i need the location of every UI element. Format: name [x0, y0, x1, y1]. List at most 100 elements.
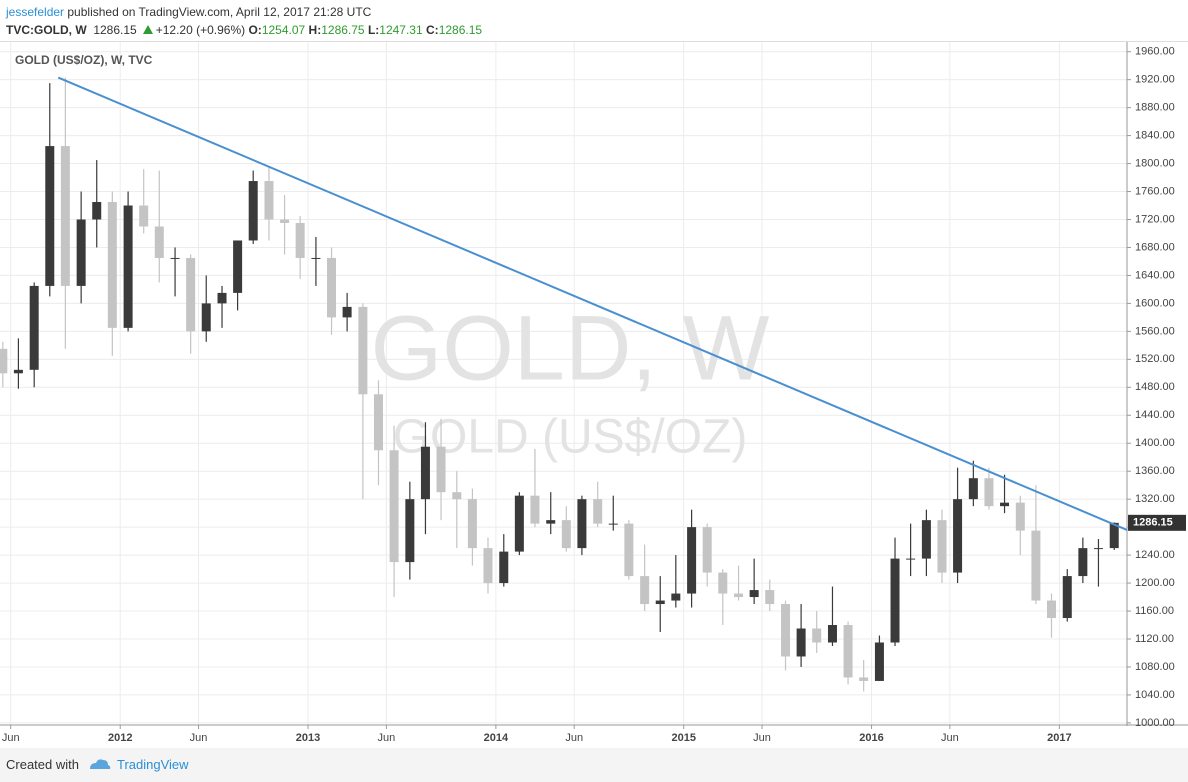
candle-body: [248, 181, 258, 241]
candle-body: [436, 446, 446, 493]
l-value: 1247.31: [379, 23, 423, 37]
candle-body: [452, 492, 462, 500]
candle-body: [60, 146, 70, 286]
y-tick-label: 1560.00: [1135, 325, 1175, 337]
quote-line: TVC:GOLD, W 1286.15 +12.20 (+0.96%) O:125…: [6, 21, 1182, 39]
candle-body: [655, 600, 665, 605]
y-tick-label: 1840.00: [1135, 129, 1175, 141]
x-tick-label: 2014: [484, 732, 509, 744]
candle-body: [937, 520, 947, 573]
y-tick-label: 1760.00: [1135, 185, 1175, 197]
candle-body: [170, 257, 180, 259]
candle-body: [342, 306, 352, 318]
y-tick-label: 1160.00: [1135, 605, 1174, 617]
candle-body: [1046, 600, 1056, 619]
up-arrow: [142, 25, 153, 34]
brand-logo: [90, 759, 111, 769]
candle-body: [1093, 548, 1103, 550]
candle-body: [859, 677, 869, 681]
candle-body: [499, 551, 509, 584]
publish-line: jessefelder published on TradingView.com…: [6, 3, 1182, 21]
x-tick-label: Jun: [2, 732, 20, 744]
candle-body: [921, 520, 931, 559]
c-label: C:: [426, 23, 439, 37]
candle-body: [1078, 548, 1088, 577]
candle-body: [514, 495, 524, 552]
user-link[interactable]: jessefelder: [6, 5, 65, 19]
candle-body: [984, 478, 994, 507]
x-tick-label: Jun: [377, 732, 395, 744]
candle-body: [765, 590, 775, 605]
c-value: 1286.15: [438, 23, 483, 37]
symbol: TVC:GOLD, W: [6, 23, 87, 37]
x-tick-label: Jun: [753, 732, 771, 744]
candle-body: [389, 450, 399, 563]
candle-body: [530, 495, 540, 524]
candle-body: [1000, 502, 1010, 507]
candle-body: [420, 446, 430, 500]
y-tick-label: 1120.00: [1135, 633, 1174, 645]
candle-body: [1109, 522, 1119, 549]
published: published on TradingView.com, April 12, …: [67, 5, 372, 19]
candle-body: [577, 499, 587, 549]
candle-body: [280, 219, 290, 223]
x-tick-label: Jun: [941, 732, 959, 744]
y-tick-label: 1400.00: [1135, 437, 1175, 449]
candle-body: [749, 590, 759, 598]
candle-body: [561, 520, 571, 549]
y-tick-label: 1680.00: [1135, 241, 1175, 253]
candle-body: [92, 202, 102, 220]
x-tick-label: 2015: [671, 732, 695, 744]
candle-body: [154, 226, 164, 258]
candle-body: [107, 202, 117, 328]
candle-body: [1031, 530, 1041, 601]
header: jessefelder published on TradingView.com…: [0, 0, 1188, 42]
watermark-subtitle: GOLD (US$/OZ): [393, 411, 748, 464]
y-tick-label: 1440.00: [1135, 409, 1175, 421]
y-tick-label: 1640.00: [1135, 269, 1175, 281]
last-price-label: 1286.15: [1133, 517, 1173, 529]
y-tick-label: 1480.00: [1135, 381, 1175, 393]
y-tick-label: 1920.00: [1135, 74, 1175, 86]
candle-body: [796, 628, 806, 657]
candle-body: [843, 625, 853, 678]
candle-body: [640, 576, 650, 605]
candle-body: [687, 527, 697, 594]
candle-body: [827, 625, 837, 643]
candle-body: [295, 222, 305, 258]
candle-body: [217, 292, 227, 304]
candle-body: [968, 478, 978, 500]
change: +12.20 (+0.96%): [155, 23, 246, 37]
o-value: 1254.07: [261, 23, 306, 37]
candle-body: [0, 348, 8, 374]
x-tick-label: 2013: [296, 732, 320, 744]
candle-body: [874, 642, 884, 681]
y-tick-label: 1320.00: [1135, 493, 1175, 505]
legend-title: GOLD (US$/OZ), W, TVC: [15, 53, 153, 67]
x-tick-label: 2016: [859, 732, 883, 744]
y-tick-label: 1520.00: [1135, 353, 1175, 365]
y-tick-label: 1040.00: [1135, 689, 1175, 701]
h-label: H:: [308, 23, 322, 37]
brand-link[interactable]: TradingView: [117, 757, 189, 772]
h-value: 1286.75: [321, 23, 365, 37]
footer: Created with TradingView: [0, 748, 1188, 782]
candle-body: [233, 240, 243, 293]
x-tick-label: Jun: [565, 732, 583, 744]
y-tick-label: 1720.00: [1135, 213, 1175, 225]
l-label: L:: [367, 23, 380, 37]
candle-body: [483, 548, 493, 584]
y-tick-label: 1000.00: [1135, 717, 1175, 729]
candle-body: [1015, 502, 1025, 531]
candle-body: [139, 205, 149, 227]
candle-body: [734, 593, 744, 598]
candle-body: [953, 499, 963, 573]
candle-body: [812, 628, 822, 643]
watermark: GOLD, W: [371, 297, 770, 399]
candle-body: [358, 306, 368, 395]
candle-body: [373, 394, 383, 451]
y-tick-label: 1960.00: [1135, 46, 1175, 58]
last-price-box: [1128, 514, 1186, 531]
candle-body: [201, 303, 211, 332]
